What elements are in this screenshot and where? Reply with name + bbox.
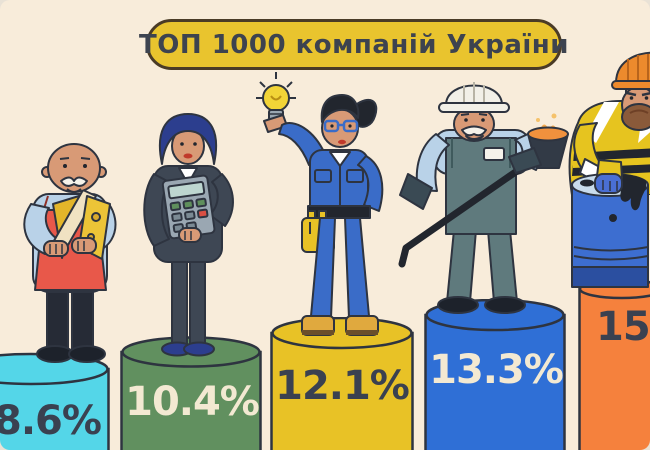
percent-label-finance: 10.4% (125, 379, 260, 425)
white-mustache (461, 125, 487, 137)
blue-glove (594, 173, 623, 194)
lightbulb-icon (256, 72, 296, 121)
metallurgist-illustration (398, 82, 569, 314)
percent-label-metallurgy: 13.3% (429, 347, 564, 393)
lips (183, 153, 193, 159)
blue-glasses (323, 119, 359, 133)
percent-label-energy: 12.1% (275, 363, 410, 409)
oil-barrel-icon (571, 159, 649, 288)
ponytail (353, 98, 378, 128)
white-mustache (60, 176, 88, 187)
chest-badge (483, 147, 505, 161)
tool-belt (307, 205, 371, 219)
energy-engineer-illustration (256, 72, 384, 336)
percent-label-oil-gas: 15.9% (596, 304, 650, 350)
molten-metal-ladle-icon (398, 113, 569, 268)
percent-label-food-industry: 8.6% (0, 398, 102, 444)
overalls (445, 137, 517, 235)
orange-hard-hat-icon (615, 51, 650, 84)
beard (621, 103, 650, 131)
accountant-illustration (143, 113, 234, 357)
page-title: ТОП 1000 компаній України (139, 29, 569, 60)
blue-bob-hair (158, 113, 218, 165)
title-banner: ТОП 1000 компаній України (139, 19, 568, 70)
food-worker-illustration (23, 143, 117, 363)
